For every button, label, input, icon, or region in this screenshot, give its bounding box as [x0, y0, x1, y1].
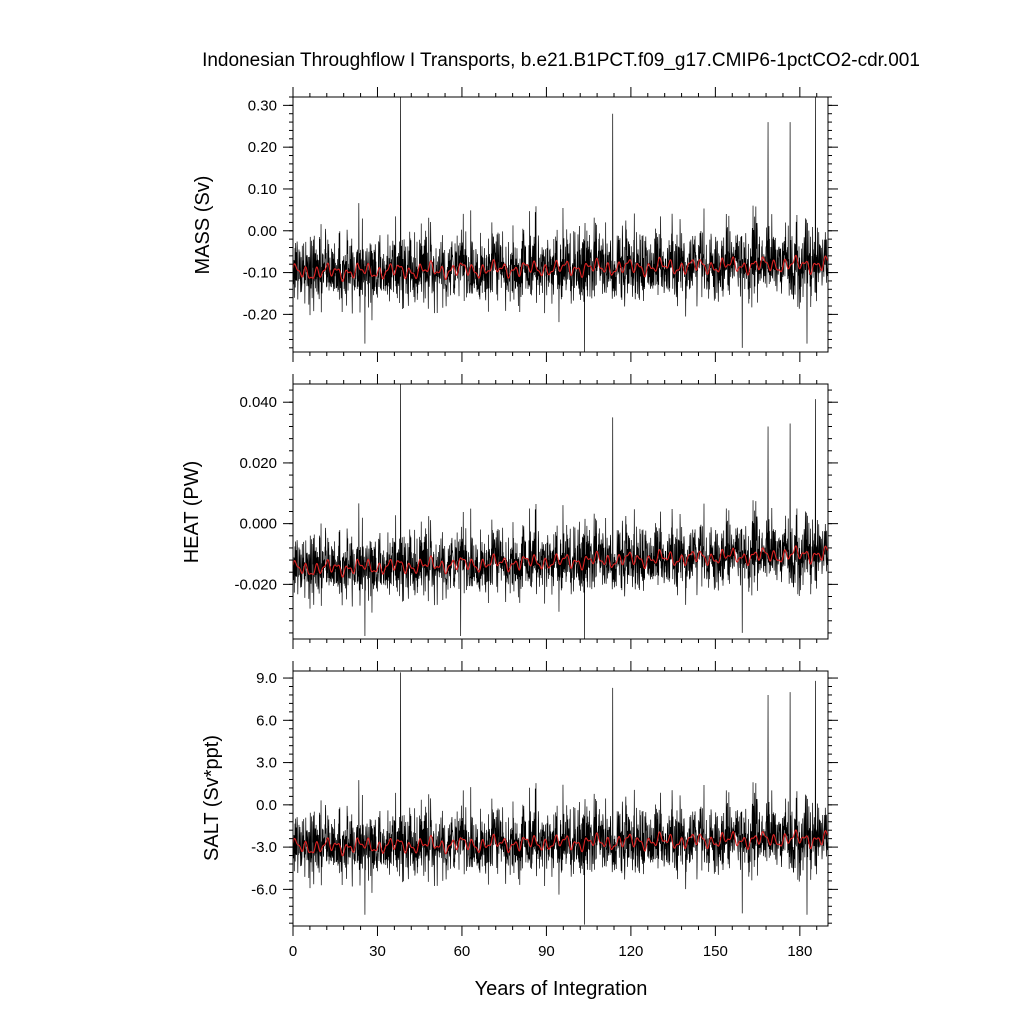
salt-panel: SALT (Sv*ppt) 9.0 6.0 3.0 0.0 -3.0 -6.0 0 30 60 9…	[201, 661, 838, 960]
salt-x-tick-label: 0	[289, 943, 297, 960]
mass-y-tick-label: -0.20	[243, 306, 277, 323]
salt-y-tick-label: 0.0	[256, 797, 277, 814]
mass-y-tick-label: 0.20	[248, 139, 277, 156]
salt-y-tick-label: 6.0	[256, 712, 277, 729]
heat-panel: HEAT (PW) 0.040 0.020 0.000 -0.020	[181, 374, 838, 649]
heat-y-tick-label: 0.000	[239, 516, 277, 533]
salt-x-tick-label: 180	[787, 943, 812, 960]
mass-panel: MASS (Sv) 0.30 0.20 0.10 0.00 -0.10 -0.20	[192, 87, 838, 362]
salt-x-tick-label: 120	[618, 943, 643, 960]
salt-x-tick-label: 150	[703, 943, 728, 960]
salt-y-tick-label: 9.0	[256, 670, 277, 687]
salt-y-tick-label: -3.0	[251, 839, 277, 856]
mass-plot-frame	[292, 96, 829, 353]
mass-y-tick-label: -0.10	[243, 265, 277, 282]
mass-y-tick-label: 0.10	[248, 181, 277, 198]
mass-y-tick-label: 0.00	[248, 223, 277, 240]
heat-plot-frame	[292, 383, 829, 640]
heat-y-tick-label: -0.020	[234, 576, 277, 593]
salt-plot-frame	[292, 670, 829, 927]
x-axis-label: Years of Integration	[475, 978, 648, 1000]
salt-y-tick-label: 3.0	[256, 755, 277, 772]
heat-y-axis-label: HEAT (PW)	[181, 461, 203, 564]
mass-y-axis-label: MASS (Sv)	[192, 176, 214, 275]
salt-annual-series-line	[293, 829, 828, 857]
salt-x-tick-label: 60	[454, 943, 471, 960]
heat-annual-series-line	[293, 545, 828, 578]
heat-y-tick-label: 0.040	[239, 394, 277, 411]
salt-monthly-series-line	[293, 672, 828, 925]
heat-y-tick-label: 0.020	[239, 455, 277, 472]
chart-title: Indonesian Throughflow I Transports, b.e…	[202, 50, 920, 71]
salt-y-axis-label: SALT (Sv*ppt)	[201, 735, 223, 861]
mass-y-tick-label: 0.30	[248, 97, 277, 114]
heat-monthly-series-line	[293, 384, 828, 639]
salt-x-tick-label: 30	[369, 943, 386, 960]
salt-y-tick-label: -6.0	[251, 881, 277, 898]
mass-monthly-series-line	[293, 97, 828, 352]
mass-annual-series-line	[293, 254, 828, 283]
salt-x-tick-label: 90	[538, 943, 555, 960]
